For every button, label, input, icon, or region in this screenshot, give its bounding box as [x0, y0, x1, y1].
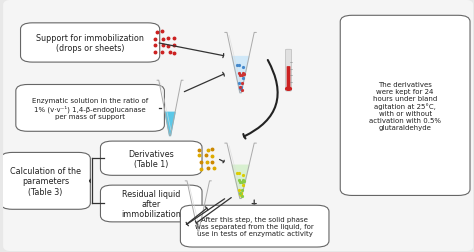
- Text: The derivatives
were kept for 24
hours under bland
agitation at 25°C,
with or wi: The derivatives were kept for 24 hours u…: [369, 82, 441, 130]
- Polygon shape: [193, 209, 204, 231]
- FancyBboxPatch shape: [181, 205, 329, 247]
- Text: Derivatives
(Table 1): Derivatives (Table 1): [128, 149, 174, 168]
- Polygon shape: [165, 113, 175, 136]
- FancyBboxPatch shape: [340, 16, 470, 196]
- FancyBboxPatch shape: [100, 142, 202, 176]
- Text: Enzymatic solution in the ratio of
1% (v·v⁻¹) 1,4-β-endoglucanase
per mass of su: Enzymatic solution in the ratio of 1% (v…: [32, 98, 148, 119]
- Text: Residual liquid
after
immobilization: Residual liquid after immobilization: [121, 189, 181, 218]
- Polygon shape: [232, 57, 249, 93]
- FancyBboxPatch shape: [287, 67, 291, 90]
- FancyBboxPatch shape: [0, 153, 91, 209]
- FancyBboxPatch shape: [20, 24, 160, 63]
- Circle shape: [286, 88, 292, 91]
- Text: After this step, the solid phase
was separated from the liquid, for
use in tests: After this step, the solid phase was sep…: [195, 216, 314, 236]
- FancyBboxPatch shape: [285, 50, 292, 92]
- Text: Calculation of the
parameters
(Table 3): Calculation of the parameters (Table 3): [10, 166, 81, 196]
- Polygon shape: [232, 166, 249, 199]
- Text: Support for immobilization
(drops or sheets): Support for immobilization (drops or she…: [36, 34, 144, 53]
- FancyBboxPatch shape: [100, 185, 202, 222]
- FancyBboxPatch shape: [16, 85, 164, 132]
- FancyBboxPatch shape: [3, 1, 474, 251]
